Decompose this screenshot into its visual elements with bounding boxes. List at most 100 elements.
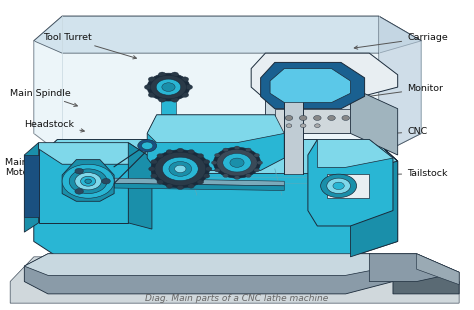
Circle shape <box>234 176 240 179</box>
Polygon shape <box>369 254 459 281</box>
Circle shape <box>246 148 251 152</box>
Polygon shape <box>34 140 398 174</box>
Circle shape <box>320 174 356 197</box>
Circle shape <box>246 174 251 177</box>
Circle shape <box>171 97 179 102</box>
Polygon shape <box>369 254 459 294</box>
Circle shape <box>169 162 191 176</box>
Text: Tool Turret: Tool Turret <box>43 33 137 59</box>
Circle shape <box>223 174 228 177</box>
Circle shape <box>301 124 306 127</box>
Polygon shape <box>34 140 398 257</box>
Polygon shape <box>270 69 350 103</box>
Polygon shape <box>265 87 350 133</box>
Circle shape <box>185 85 192 90</box>
Circle shape <box>102 179 110 184</box>
Circle shape <box>197 180 204 184</box>
Polygon shape <box>147 115 284 143</box>
Circle shape <box>213 147 261 178</box>
Polygon shape <box>10 257 459 303</box>
Circle shape <box>75 168 83 174</box>
Polygon shape <box>24 254 393 294</box>
Circle shape <box>223 148 228 152</box>
Polygon shape <box>128 143 152 229</box>
Circle shape <box>145 85 152 90</box>
Circle shape <box>203 160 210 164</box>
Polygon shape <box>327 174 369 198</box>
Circle shape <box>286 124 292 127</box>
Circle shape <box>257 161 263 165</box>
Text: Headstock: Headstock <box>24 120 84 132</box>
Text: Carriage: Carriage <box>354 33 448 49</box>
Circle shape <box>211 161 217 165</box>
Circle shape <box>75 188 83 194</box>
Circle shape <box>188 150 194 154</box>
Circle shape <box>157 154 164 158</box>
Text: Monitor: Monitor <box>361 84 443 99</box>
Circle shape <box>151 174 157 178</box>
Circle shape <box>148 92 156 97</box>
Circle shape <box>215 153 220 157</box>
Circle shape <box>254 168 259 172</box>
Polygon shape <box>284 100 303 174</box>
Circle shape <box>234 146 240 150</box>
Polygon shape <box>350 87 398 155</box>
Circle shape <box>205 167 212 171</box>
Polygon shape <box>62 160 114 201</box>
Circle shape <box>171 72 179 77</box>
Circle shape <box>342 116 349 121</box>
Polygon shape <box>308 140 393 226</box>
Circle shape <box>151 150 210 188</box>
Circle shape <box>174 165 186 173</box>
Circle shape <box>149 167 155 171</box>
Circle shape <box>162 157 198 181</box>
Polygon shape <box>147 115 284 171</box>
Circle shape <box>158 97 166 102</box>
Circle shape <box>151 160 157 164</box>
Circle shape <box>75 173 101 190</box>
Circle shape <box>166 150 173 154</box>
Text: Chuck: Chuck <box>34 188 96 212</box>
Circle shape <box>177 148 183 153</box>
Circle shape <box>217 149 257 176</box>
Polygon shape <box>251 53 398 100</box>
Circle shape <box>315 124 320 127</box>
Circle shape <box>147 73 190 101</box>
Polygon shape <box>38 143 128 223</box>
Circle shape <box>155 152 206 186</box>
Circle shape <box>285 116 293 121</box>
Circle shape <box>197 154 204 158</box>
Circle shape <box>177 185 183 189</box>
Polygon shape <box>350 140 398 257</box>
Circle shape <box>162 83 175 91</box>
Polygon shape <box>114 178 284 186</box>
Circle shape <box>85 179 91 184</box>
Circle shape <box>157 180 164 184</box>
Circle shape <box>254 153 259 157</box>
Text: Main Drive
Motor: Main Drive Motor <box>5 154 56 177</box>
Polygon shape <box>161 95 175 115</box>
Polygon shape <box>38 143 152 164</box>
Polygon shape <box>379 16 421 155</box>
Polygon shape <box>24 143 38 232</box>
Circle shape <box>148 77 156 82</box>
Text: Bed: Bed <box>95 224 146 238</box>
Circle shape <box>188 184 194 188</box>
Circle shape <box>181 92 189 97</box>
Circle shape <box>181 77 189 82</box>
Polygon shape <box>34 16 421 155</box>
Polygon shape <box>275 109 350 133</box>
Circle shape <box>156 79 181 95</box>
Polygon shape <box>24 254 393 275</box>
Circle shape <box>142 142 153 149</box>
Polygon shape <box>261 62 365 109</box>
Circle shape <box>166 184 173 188</box>
Circle shape <box>230 158 244 167</box>
Circle shape <box>314 116 321 121</box>
Circle shape <box>81 176 96 186</box>
Text: Tailstock: Tailstock <box>361 169 447 178</box>
Circle shape <box>203 174 210 178</box>
Circle shape <box>62 164 114 198</box>
Text: CNC: CNC <box>368 127 428 136</box>
Text: Main Spindle: Main Spindle <box>10 89 77 106</box>
